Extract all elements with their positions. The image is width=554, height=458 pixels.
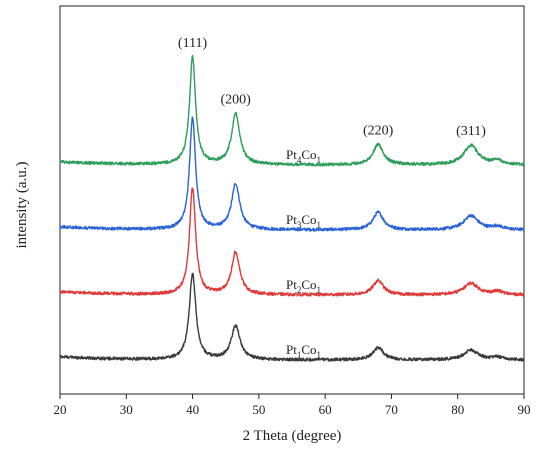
series-line-Pt3Co1	[59, 116, 525, 232]
x-tick-label: 90	[518, 402, 531, 417]
x-axis: 20 30 40 50 60 70 80 90	[54, 394, 531, 417]
x-tick-label: 30	[120, 402, 133, 417]
series-label-Pt3Co1: Pt3Co1	[286, 212, 321, 230]
series-labels: Pt4Co1 Pt3Co1 Pt2Co1 Pt1Co1	[286, 147, 321, 360]
y-axis-label: intensity (a.u.)	[14, 161, 30, 248]
x-axis-label: 2 Theta (degree)	[243, 428, 342, 444]
series-line-Pt4Co1	[59, 54, 525, 167]
peak-annotations: (111) (200) (220) (311)	[178, 36, 486, 139]
x-tick-label: 20	[54, 402, 67, 417]
x-tick-label: 80	[451, 402, 464, 417]
peak-label: (311)	[456, 124, 486, 139]
x-tick-label: 60	[319, 402, 332, 417]
x-tick-label: 50	[252, 402, 265, 417]
plot-frame	[59, 5, 525, 395]
series-line-Pt1Co1	[59, 272, 525, 362]
x-tick-label: 40	[186, 402, 199, 417]
series-label-Pt4Co1: Pt4Co1	[286, 147, 321, 165]
series-label-Pt2Co1: Pt2Co1	[286, 277, 321, 295]
series-label-Pt1Co1: Pt1Co1	[286, 342, 321, 360]
peak-label: (200)	[220, 92, 251, 107]
peak-label: (220)	[363, 124, 394, 139]
plot-area	[59, 5, 525, 395]
peak-label: (111)	[178, 36, 208, 51]
series-line-Pt2Co1	[59, 187, 525, 297]
x-tick-label: 70	[385, 402, 398, 417]
series-layer	[59, 54, 525, 362]
